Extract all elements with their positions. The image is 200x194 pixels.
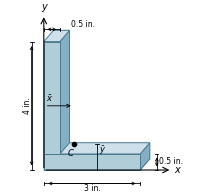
Text: 0.5 in.: 0.5 in. — [159, 158, 183, 166]
Polygon shape — [44, 30, 69, 42]
Polygon shape — [60, 143, 150, 154]
Text: x: x — [174, 165, 180, 175]
Text: C: C — [67, 148, 73, 158]
Text: 4 in.: 4 in. — [23, 97, 32, 114]
Polygon shape — [44, 154, 140, 170]
Polygon shape — [60, 30, 69, 170]
Polygon shape — [53, 30, 69, 159]
Text: $\bar{x}$: $\bar{x}$ — [46, 93, 53, 104]
Text: 3 in.: 3 in. — [84, 184, 100, 193]
Text: 0.5 in.: 0.5 in. — [71, 20, 95, 29]
Text: $\bar{y}$: $\bar{y}$ — [99, 144, 106, 157]
Polygon shape — [140, 143, 150, 170]
Polygon shape — [44, 159, 150, 170]
Polygon shape — [53, 143, 150, 159]
Polygon shape — [44, 42, 60, 170]
Text: y: y — [41, 2, 47, 12]
